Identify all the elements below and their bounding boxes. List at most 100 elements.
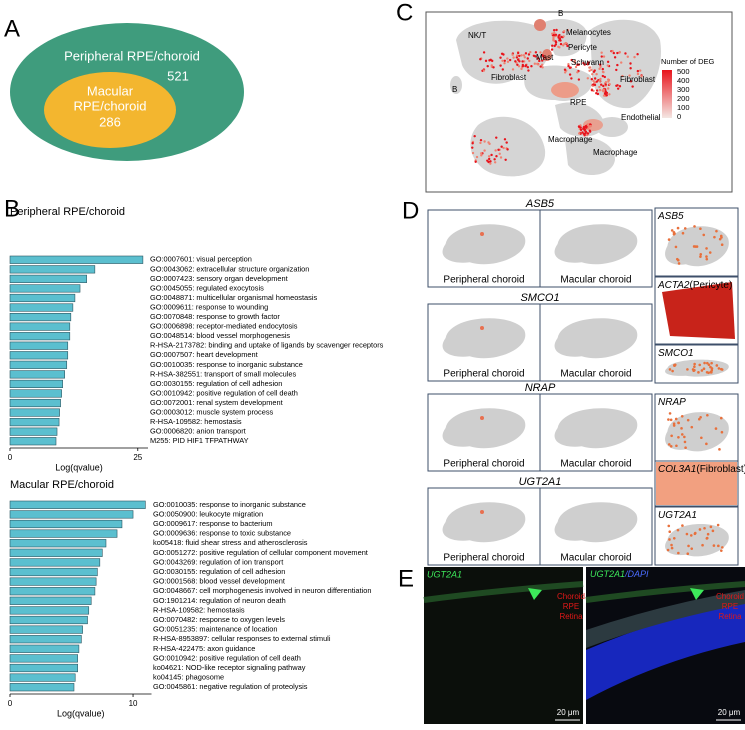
tissue bbox=[554, 502, 638, 543]
label-part: /DAPI bbox=[624, 569, 649, 579]
expression-spot bbox=[710, 369, 714, 372]
expression-spot bbox=[693, 362, 696, 366]
expression-spot bbox=[714, 427, 718, 430]
bar bbox=[9, 284, 81, 293]
cell-dot bbox=[527, 53, 531, 56]
expression-spot bbox=[672, 232, 676, 236]
expression-spot bbox=[699, 255, 702, 258]
cell-dot bbox=[483, 149, 486, 152]
rpe-band bbox=[586, 590, 745, 648]
cell-dot bbox=[511, 53, 514, 56]
cell-dot bbox=[534, 51, 538, 54]
cell-dot bbox=[618, 85, 622, 88]
cell-dot bbox=[527, 69, 530, 72]
expression-spot bbox=[717, 367, 721, 370]
category-label: GO:0007601: visual perception bbox=[150, 255, 252, 264]
bar bbox=[9, 654, 78, 663]
cell-dot bbox=[588, 69, 591, 73]
cell-dot bbox=[516, 58, 520, 61]
bar bbox=[9, 510, 134, 519]
category-label: GO:0043269: regulation of ion transport bbox=[153, 557, 283, 566]
cell-dot bbox=[471, 151, 475, 155]
category-label: GO:0006898: receptor-mediated endocytosi… bbox=[150, 322, 298, 331]
cell-dot bbox=[567, 64, 570, 68]
cell-dot bbox=[502, 53, 505, 56]
cell-dot bbox=[484, 59, 488, 63]
cell-dot bbox=[616, 51, 619, 55]
category-label: GO:0050900: leukocyte migration bbox=[153, 509, 263, 518]
bar bbox=[9, 567, 98, 577]
expression-spot bbox=[669, 418, 673, 422]
gene-name: COL3A1 bbox=[658, 464, 696, 475]
panel-label: B bbox=[4, 195, 20, 222]
cluster-blob bbox=[590, 19, 661, 109]
expression-spot bbox=[687, 544, 690, 548]
expression-spot bbox=[668, 368, 672, 371]
category-label: R-HSA-382551: transport of small molecul… bbox=[150, 369, 297, 378]
cluster-label: Macrophage bbox=[593, 148, 638, 157]
expression-spot bbox=[705, 536, 709, 540]
expression-spot bbox=[700, 436, 703, 440]
cell-dot bbox=[516, 51, 520, 55]
expression-spot bbox=[672, 536, 676, 540]
expression-spot bbox=[683, 435, 686, 439]
expression-spot bbox=[676, 528, 680, 532]
gene-name: SMCO1 bbox=[658, 348, 694, 359]
cell-dot bbox=[506, 148, 509, 151]
cell-dot bbox=[499, 64, 502, 67]
x-axis-label: Log(qvalue) bbox=[57, 708, 105, 718]
panel-label: C bbox=[396, 0, 413, 26]
cell-dot bbox=[505, 141, 508, 144]
expression-spot bbox=[683, 440, 687, 444]
category-label: GO:0009636: response to toxic substance bbox=[153, 529, 291, 538]
layer-label: Retina bbox=[718, 612, 742, 621]
bar bbox=[9, 274, 87, 283]
cell-dot bbox=[520, 54, 523, 57]
cell-dot bbox=[508, 58, 512, 62]
cell-dot bbox=[601, 74, 605, 78]
cell-dot bbox=[600, 83, 603, 86]
expression-spot bbox=[480, 416, 484, 420]
expression-spot bbox=[709, 525, 713, 529]
bar bbox=[9, 596, 92, 605]
cell-dot bbox=[563, 71, 567, 74]
bar bbox=[9, 437, 57, 446]
cell-dot bbox=[595, 89, 599, 92]
cluster-label: Pericyte bbox=[568, 43, 597, 52]
cell-dot bbox=[576, 71, 579, 74]
cell-dot bbox=[636, 52, 639, 56]
expression-spot bbox=[667, 238, 671, 241]
tissue bbox=[656, 462, 737, 505]
condition-label: Macular choroid bbox=[560, 459, 631, 470]
cell-dot bbox=[599, 63, 602, 66]
bar bbox=[9, 370, 65, 379]
expression-spot bbox=[690, 547, 694, 550]
cell-dot bbox=[524, 52, 528, 55]
bar bbox=[9, 683, 75, 692]
cell-dot bbox=[616, 63, 619, 67]
panel-label: E bbox=[398, 565, 414, 592]
cell-dot bbox=[620, 61, 623, 64]
gene-name: UGT2A1 bbox=[658, 510, 697, 521]
category-label: GO:0010942: positive regulation of cell … bbox=[150, 388, 298, 397]
ihc-panel: UGT2A1 UGT2A1/DAPI Choroid RPE Retina Ch… bbox=[423, 567, 745, 724]
layer-label: Retina bbox=[559, 612, 583, 621]
chart-title: Peripheral RPE/choroid bbox=[10, 206, 125, 218]
cell-dot bbox=[489, 160, 492, 163]
cluster-blob bbox=[450, 76, 462, 94]
tissue bbox=[665, 524, 729, 557]
expression-spot bbox=[708, 251, 712, 254]
bar bbox=[9, 529, 118, 538]
cluster-label: RPE bbox=[570, 98, 586, 107]
category-label: GO:0006820: anion transport bbox=[150, 427, 246, 436]
cell-dot bbox=[570, 58, 573, 62]
cell-dot bbox=[511, 68, 515, 71]
expression-spot bbox=[719, 416, 723, 420]
expression-spot bbox=[670, 434, 673, 438]
cluster-label: Fibroblast bbox=[491, 73, 527, 82]
gene-label: NRAP bbox=[525, 382, 556, 394]
category-label: ko04621: NOD-like receptor signaling pat… bbox=[153, 663, 306, 672]
bar bbox=[9, 293, 76, 303]
cell-dot bbox=[541, 53, 544, 57]
